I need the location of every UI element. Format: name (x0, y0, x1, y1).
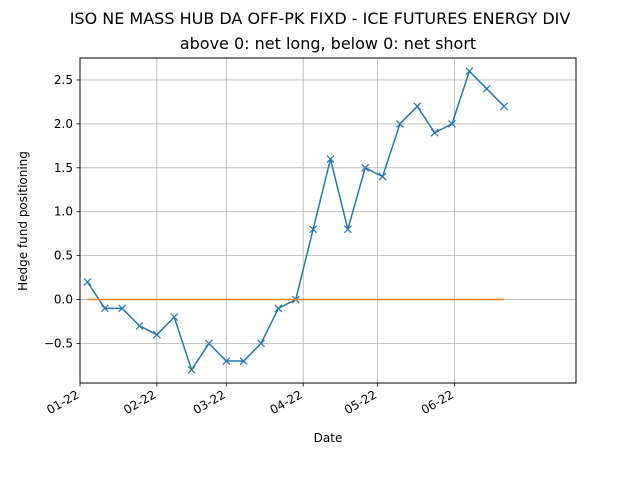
data-point (274, 304, 283, 313)
data-point (100, 304, 109, 313)
y-tick-label: 2.0 (54, 117, 73, 131)
y-tick-label: −0.5 (44, 336, 73, 350)
data-point (187, 365, 196, 374)
x-tick-label: 03-22 (191, 387, 228, 417)
y-axis: −0.5 0.0 0.5 1.0 1.5 2.0 2.5 (44, 73, 80, 350)
data-point (465, 67, 474, 76)
y-tick-label: 0.0 (54, 293, 73, 307)
data-point (239, 357, 248, 365)
series-line-1 (86, 70, 505, 371)
plot-frame (79, 57, 577, 384)
x-tick-label: 04-22 (267, 387, 304, 417)
data-point (482, 84, 491, 93)
data-point (135, 321, 144, 330)
x-tick-label: 02-22 (121, 387, 158, 417)
y-tick-label: 2.5 (54, 73, 73, 87)
data-point (413, 102, 422, 111)
data-point (205, 339, 213, 348)
y-tick-label: 0.5 (54, 249, 73, 263)
y-tick-label: 1.5 (54, 161, 73, 175)
y-axis-label: Hedge fund positioning (16, 151, 30, 291)
data-point (448, 119, 456, 128)
data-point (257, 339, 265, 348)
series-layer (83, 67, 509, 374)
x-axis: 01-22 02-22 03-22 04-22 05-22 06-22 (44, 383, 456, 417)
data-point (222, 357, 231, 365)
data-point (378, 172, 387, 181)
data-point (343, 225, 352, 234)
x-tick-label: 06-22 (419, 387, 456, 417)
data-point (395, 119, 404, 128)
data-point (118, 304, 127, 313)
x-tick-label: 05-22 (342, 387, 379, 417)
data-point (500, 102, 509, 111)
chart-subtitle: above 0: net long, below 0: net short (180, 34, 476, 53)
data-point (83, 278, 92, 286)
chart-title: ISO NE MASS HUB DA OFF-PK FIXD - ICE FUT… (70, 9, 571, 28)
data-point (170, 313, 179, 322)
x-axis-label: Date (314, 431, 343, 445)
x-tick-label: 01-22 (44, 387, 81, 417)
y-tick-label: 1.0 (54, 205, 73, 219)
data-point (326, 155, 335, 163)
data-point (430, 128, 439, 137)
data-point (309, 225, 318, 234)
data-point (152, 330, 161, 339)
data-point (361, 163, 370, 172)
